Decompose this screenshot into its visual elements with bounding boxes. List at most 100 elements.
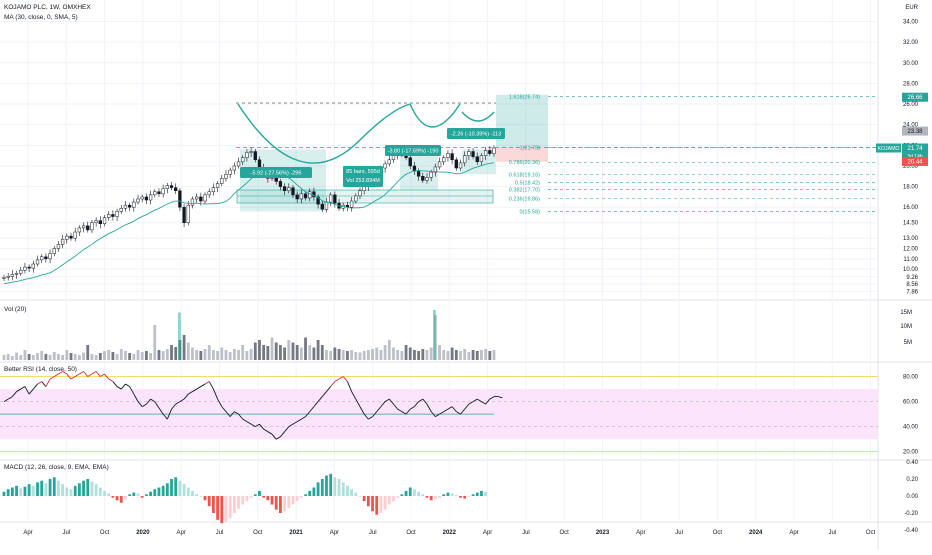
rsi-segment [208,381,214,390]
time-label-18: Oct [713,530,723,536]
volume-bar [48,355,52,360]
volume-bar [61,355,65,360]
time-label-15: 2023 [596,530,610,536]
volume-bar [165,349,169,360]
volume-bar [463,349,467,360]
symbol-title: KOJAMO PLC, 1W, OMXHEX [4,4,91,11]
macd-bar [329,473,333,496]
rsi-segment [24,386,30,395]
ma-line [3,162,495,285]
macd-bar [31,485,35,496]
volume-bar [228,352,232,360]
rsi-segment [116,386,122,390]
candle-body [2,277,6,279]
bars-label-text-1: Vol 253.894M [346,178,380,184]
macd-bar [44,483,48,496]
volume-bar [266,346,270,360]
volume-bar [98,353,102,360]
macd-bar [383,496,387,510]
time-label-9: Jul [369,530,377,536]
candle-body [194,196,199,200]
volume-bar [144,351,148,360]
macd-bar [404,490,408,496]
macd-bar [224,496,228,522]
candle-body [329,194,333,203]
volume-bar [316,340,320,360]
macd-bar [216,496,219,520]
macd-bar [149,491,152,496]
macd-bar [433,496,437,500]
macd-bar [23,486,27,496]
rsi-segment [292,421,298,425]
volume-bar [82,352,85,360]
candle-body [241,157,245,163]
macd-bar [262,496,266,498]
rsi-segment [280,431,285,437]
rsi-segment [447,406,453,410]
macd-bar [413,489,416,496]
macd-bar [82,480,85,496]
rsi-segment [225,411,231,417]
volume-bar [358,352,362,360]
range1-label-bg [240,167,312,178]
macd-bar [203,496,207,501]
rsi-segment [464,403,470,410]
bars-label-text-0: 85 bars, 595d [346,169,380,175]
time-label-16: Apr [636,530,645,536]
macd-bar [124,496,127,500]
macd-bar [471,494,475,496]
rsi-segment [271,433,277,440]
macd-bar [182,484,186,496]
macd-bar [362,496,366,502]
rsi-segment [330,381,336,387]
volume-bar [325,350,328,360]
candle-body [144,196,149,201]
candle-body [56,244,61,249]
rsi-segment [472,398,478,402]
volume-bar [69,353,73,360]
rsi-segment [162,413,168,420]
time-label-6: Oct [253,530,263,536]
candle-body [245,152,249,158]
macd-bar [73,485,77,496]
macd-bar [354,492,358,496]
rsi-segment [296,418,302,423]
candle-body [73,231,77,239]
candle-body [132,201,136,208]
macd-bar [228,496,232,519]
rsi-legend: Better RSI (14, close, 50) [4,366,77,373]
volume-bar [408,347,412,360]
rsi-segment [3,398,9,402]
macd-bar [65,487,69,496]
rsi-segment [196,386,202,390]
volume-bar [128,353,132,360]
volume-bar [362,351,366,360]
volume-highlight-bar-2 [433,310,436,360]
candle-body [81,225,86,229]
macd-bar [212,496,215,513]
candle-body [69,235,73,239]
candle-body [232,165,236,171]
candle-body [178,190,182,208]
rsi-segment [359,406,365,415]
macd-bar [191,490,194,496]
rsi-segment [363,413,369,420]
volume-bar [329,351,333,360]
rsi-segment [100,373,105,377]
macd-bar [463,496,467,499]
volume-bar [174,347,178,360]
candle-body [354,195,358,202]
volume-bar [450,347,454,360]
rsi-segment [485,398,491,405]
rsi-segment [70,376,76,380]
time-label-22: Oct [866,530,876,536]
rsi-segment [158,407,164,415]
time-label-12: Apr [483,530,492,536]
volume-bar [57,354,60,360]
volume-bar [245,351,249,360]
candle-body [391,155,396,161]
rsi-segment [368,416,373,420]
rsi-segment [347,381,353,392]
rsi-segment [83,371,89,377]
